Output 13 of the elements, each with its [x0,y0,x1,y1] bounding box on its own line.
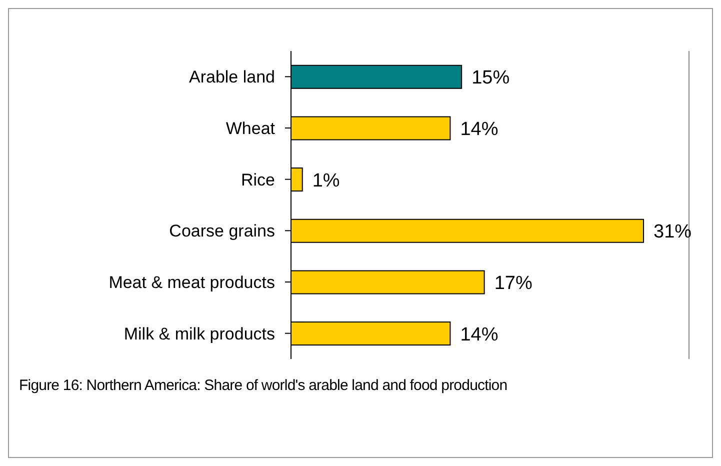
data-label: 14% [460,118,498,140]
data-label: 15% [472,68,510,89]
data-label: 14% [460,324,498,346]
data-label: 31% [654,222,692,243]
y-tick-label: Wheat [226,119,276,138]
y-tick-label: Meat & meat products [108,273,275,292]
data-label: 17% [494,272,532,294]
data-label: 1% [312,170,340,192]
caption: Figure 16: Northern America: Share of world's arable land and food production [19,377,508,394]
y-tick-label: Arable land [188,68,275,87]
y-tick-label: Milk & milk products [124,324,275,344]
y-tick-label: Coarse grains [169,222,275,241]
y-tick-label: Rice [240,170,275,190]
